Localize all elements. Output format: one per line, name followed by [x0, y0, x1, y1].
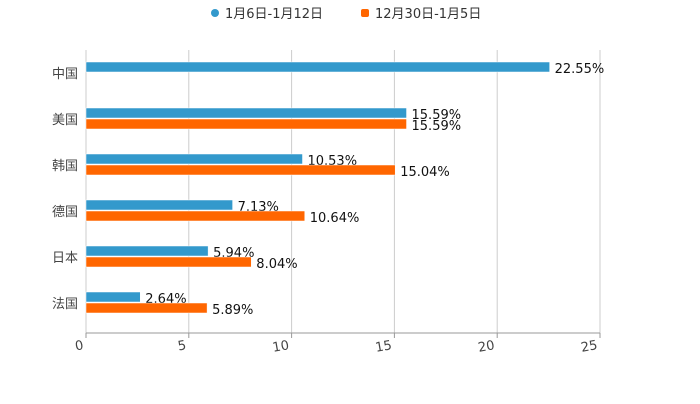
category-label: 日本 — [52, 251, 78, 266]
data-label: 15.59% — [412, 119, 462, 134]
bars: 22.55%15.59%15.59%10.53%15.04%7.13%10.64… — [85, 61, 605, 318]
legend-marker — [211, 9, 219, 17]
data-label: 22.55% — [555, 62, 605, 77]
x-axis: 0 5 10 15 20 25 — [74, 332, 601, 356]
bar[interactable] — [85, 153, 303, 165]
x-tick-label: 5 — [177, 338, 188, 354]
bar[interactable] — [85, 302, 208, 314]
category-label: 法国 — [52, 297, 78, 312]
category-label: 德国 — [52, 205, 78, 220]
bar[interactable] — [85, 199, 233, 211]
bar[interactable] — [85, 107, 407, 119]
legend-label: 1月6日-1月12日 — [225, 7, 323, 22]
category-label: 韩国 — [52, 159, 78, 174]
bar[interactable] — [85, 256, 252, 268]
x-tick-label: 10 — [271, 338, 290, 356]
x-tick-label: 15 — [374, 338, 393, 356]
x-tick-label: 25 — [580, 338, 599, 356]
x-tick-label: 0 — [74, 338, 85, 354]
bar[interactable] — [85, 118, 407, 130]
bar[interactable] — [85, 245, 209, 257]
data-label: 15.04% — [400, 165, 450, 180]
data-label: 15.59% — [412, 108, 462, 123]
data-label: 8.04% — [256, 257, 297, 272]
x-tick-label: 20 — [477, 338, 496, 356]
data-label: 5.89% — [212, 303, 253, 318]
category-label: 中国 — [52, 67, 78, 82]
category-label: 美国 — [52, 113, 78, 128]
legend-label: 12月30日-1月5日 — [375, 7, 481, 22]
bar[interactable] — [85, 210, 306, 222]
bar[interactable] — [85, 61, 550, 73]
gridlines — [85, 50, 601, 333]
legend: 1月6日-1月12日 12月30日-1月5日 — [211, 7, 481, 22]
bar[interactable] — [85, 164, 396, 176]
legend-item[interactable]: 1月6日-1月12日 — [211, 7, 323, 22]
data-label: 10.64% — [310, 211, 360, 226]
legend-marker — [361, 9, 369, 17]
bar[interactable] — [85, 291, 141, 303]
legend-item[interactable]: 12月30日-1月5日 — [361, 7, 481, 22]
